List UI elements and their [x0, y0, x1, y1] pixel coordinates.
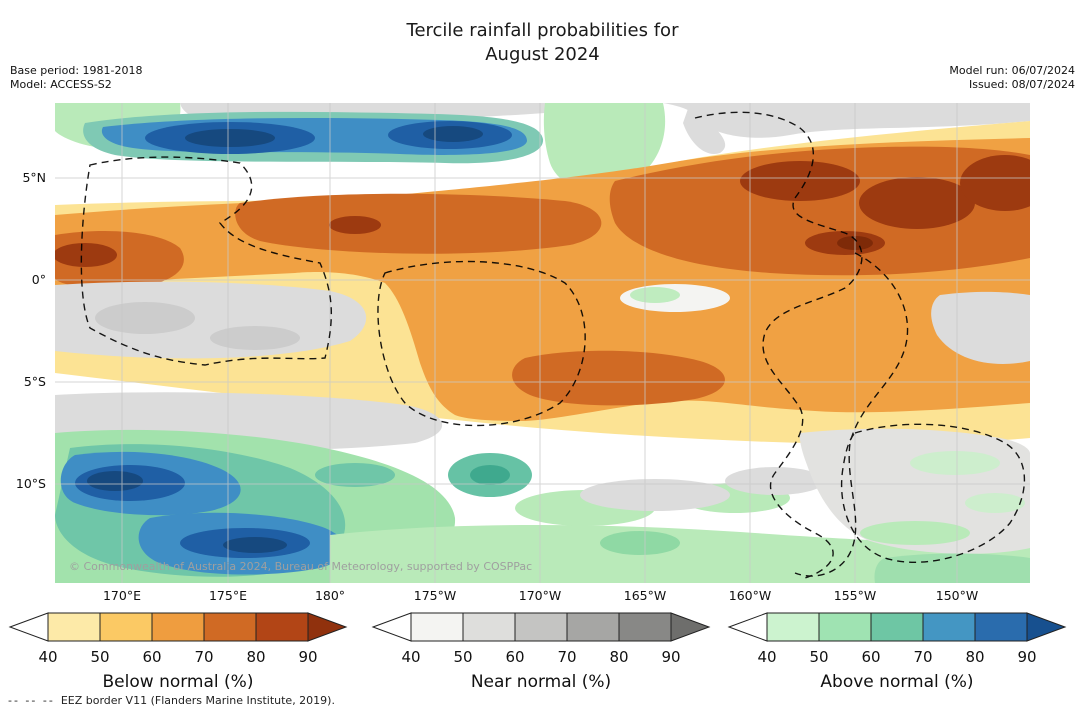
legend-tick-label: 50	[809, 648, 828, 666]
below-normal-segment	[47, 612, 101, 642]
above-normal-right-arrow	[1026, 612, 1067, 642]
model-text: Model: ACCESS-S2	[10, 78, 112, 91]
legend-tick-label: 60	[505, 648, 524, 666]
rainfall-map: © Commonwealth of Australia 2024, Bureau…	[53, 103, 1050, 583]
eez-note-text: EEZ border V11 (Flanders Marine Institut…	[60, 694, 335, 707]
legend-above-normal: 40 50 60 70 80 90 Above normal (%)	[727, 612, 1067, 692]
lon-tick-label: 175°W	[413, 588, 457, 603]
page-title-line2: August 2024	[485, 44, 600, 65]
legend-tick-label: 80	[246, 648, 265, 666]
eez-dash-sample: -- -- --	[8, 694, 55, 707]
lon-tick-label: 170°W	[518, 588, 562, 603]
legend-tick-label: 60	[142, 648, 161, 666]
lon-tick-label: 165°W	[623, 588, 667, 603]
eez-borders	[80, 111, 1026, 579]
graticule	[55, 103, 1030, 583]
below-normal-left-arrow	[8, 612, 49, 642]
above-normal-bottom-regions	[55, 429, 456, 583]
page-title-line1: Tercile rainfall probabilities for	[406, 20, 679, 41]
below-normal-colorbar: 40 50 60 70 80 90	[8, 612, 348, 666]
near-normal-segment	[410, 612, 464, 642]
above-normal-segment	[922, 612, 976, 642]
legend-tick-label: 50	[90, 648, 109, 666]
near-normal-left-arrow	[371, 612, 412, 642]
copyright-text: © Commonwealth of Australia 2024, Bureau…	[69, 560, 533, 573]
above-normal-segment	[870, 612, 924, 642]
lon-tick-label: 180°	[314, 588, 346, 603]
legend-near-normal: 40 50 60 70 80 90 Near normal (%)	[371, 612, 711, 692]
above-normal-segment	[818, 612, 872, 642]
lon-tick-label: 150°W	[935, 588, 979, 603]
near-normal-segment	[618, 612, 672, 642]
lat-tick-label: 5°S	[23, 374, 46, 389]
legend-tick-label: 90	[661, 648, 680, 666]
lat-tick-label: 0°	[31, 272, 46, 287]
meta-right: Model run: 06/07/2024 Issued: 08/07/2024	[949, 64, 1075, 92]
lon-tick-label: 155°W	[833, 588, 877, 603]
lon-tick-label: 160°W	[728, 588, 772, 603]
below-normal-label: Below normal (%)	[102, 672, 254, 692]
above-normal-colorbar: 40 50 60 70 80 90	[727, 612, 1067, 666]
issued-text: Issued: 08/07/2024	[968, 78, 1075, 91]
legend-tick-label: 80	[965, 648, 984, 666]
map-canvas	[53, 103, 1050, 583]
longitude-axis: 170°E 175°E 180° 175°W 170°W 165°W 160°W 155°W 1…	[55, 588, 1030, 606]
model-run-text: Model run: 06/07/2024	[949, 64, 1075, 77]
legend-tick-label: 50	[453, 648, 472, 666]
above-normal-label: Above normal (%)	[820, 672, 974, 692]
below-normal-segment	[99, 612, 153, 642]
below-normal-segment	[151, 612, 205, 642]
lon-tick-label: 175°E	[208, 588, 247, 603]
below-normal-segment	[203, 612, 257, 642]
eez-note: -- -- -- EEZ border V11 (Flanders Marine …	[8, 694, 335, 707]
latitude-axis: 5°N 0° 5°S 10°S	[0, 103, 52, 583]
near-normal-mid-regions	[55, 281, 1030, 451]
lat-tick-label: 5°N	[22, 170, 46, 185]
base-period-text: Base period: 1981-2018	[10, 64, 143, 77]
below-normal-regions	[53, 121, 1050, 444]
above-normal-segment	[974, 612, 1028, 642]
legend-tick-label: 40	[38, 648, 57, 666]
near-normal-segment	[566, 612, 620, 642]
lat-tick-label: 10°S	[15, 476, 46, 491]
legend-tick-label: 70	[557, 648, 576, 666]
legend-tick-label: 80	[609, 648, 628, 666]
near-normal-right-arrow	[670, 612, 711, 642]
near-normal-colorbar: 40 50 60 70 80 90	[371, 612, 711, 666]
above-normal-left-arrow	[727, 612, 768, 642]
near-normal-segment	[514, 612, 568, 642]
legend-tick-label: 40	[757, 648, 776, 666]
legend-tick-label: 90	[1017, 648, 1036, 666]
above-normal-top-regions	[55, 103, 666, 191]
below-normal-segment	[255, 612, 309, 642]
below-normal-right-arrow	[307, 612, 348, 642]
legend-below-normal: 40 50 60 70 80 90 Below normal (%)	[8, 612, 348, 692]
near-normal-segment	[462, 612, 516, 642]
legend-tick-label: 90	[298, 648, 317, 666]
legend-tick-label: 70	[194, 648, 213, 666]
above-normal-segment	[766, 612, 820, 642]
near-normal-label: Near normal (%)	[470, 672, 612, 692]
lon-tick-label: 170°E	[102, 588, 141, 603]
legend-tick-label: 40	[401, 648, 420, 666]
legend-tick-label: 70	[913, 648, 932, 666]
meta-left: Base period: 1981-2018 Model: ACCESS-S2	[10, 64, 142, 92]
legend-tick-label: 60	[861, 648, 880, 666]
